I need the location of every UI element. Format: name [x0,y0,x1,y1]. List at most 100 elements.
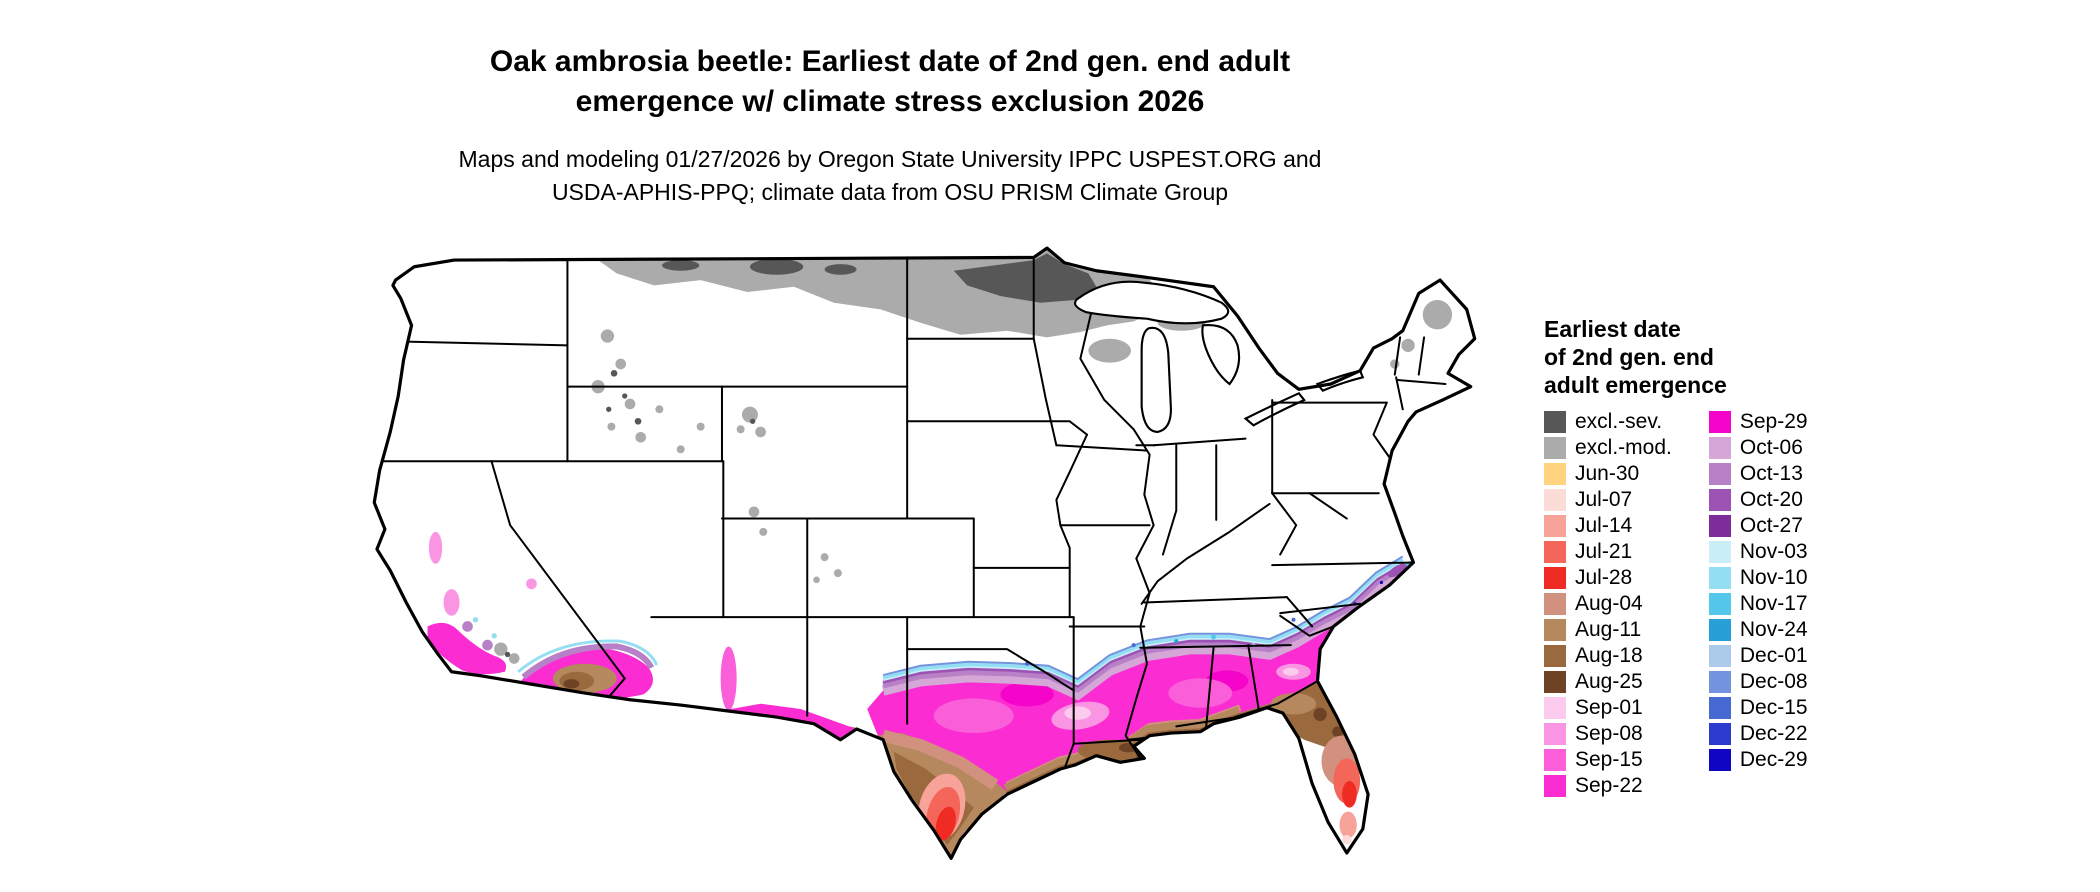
legend-item: Sep-29 [1708,409,1808,435]
legend-swatch [1544,749,1566,771]
legend-swatch [1544,567,1566,589]
legend-label: Aug-25 [1575,670,1643,693]
legend-swatch [1544,437,1566,459]
legend-label: Sep-15 [1575,748,1643,771]
legend-swatch [1708,515,1731,537]
page-subtitle: Maps and modeling 01/27/2026 by Oregon S… [0,143,1780,209]
legend-swatch [1708,489,1731,511]
legend-item: Aug-04 [1544,591,1672,617]
legend-item: Sep-01 [1544,695,1672,721]
legend-label: Sep-22 [1575,774,1643,797]
legend-swatch [1708,437,1731,459]
legend-label: Oct-13 [1739,462,1803,485]
legend-label: Sep-29 [1739,410,1808,433]
rockies-severe-speckles [606,369,756,425]
legend-item: Oct-13 [1708,461,1808,487]
legend-swatch [1544,463,1566,485]
legend-label: Sep-08 [1575,722,1643,745]
legend-swatch [1708,749,1731,771]
legend-swatch [1708,671,1731,693]
legend-label: Jul-14 [1575,514,1633,537]
legend-title-line-2: of 2nd gen. end [1544,344,1714,370]
rockies-exclusion-speckles [591,329,842,584]
legend-item: Aug-25 [1544,669,1672,695]
band-top-fringe [883,555,1403,695]
legend-swatch [1544,645,1566,667]
legend-column-1: excl.-sev. excl.-mod. Jun-30 Jul-07 Jul-14 Ju… [1544,409,1672,799]
legend-item: Nov-17 [1708,591,1808,617]
lake-michigan [1140,326,1173,434]
lake-erie [1243,392,1306,427]
legend-swatch [1544,541,1566,563]
legend-label: Nov-24 [1739,618,1808,641]
legend-swatch [1708,411,1731,433]
legend-item: Sep-22 [1544,773,1672,799]
legend-label: Nov-10 [1739,566,1808,589]
legend-item: excl.-mod. [1544,435,1672,461]
legend-title-line-3: adult emergence [1544,372,1727,398]
legend-label: excl.-sev. [1575,410,1663,433]
legend-swatch [1708,697,1731,719]
legend-swatch [1544,671,1566,693]
legend-label: Dec-29 [1739,748,1808,771]
legend-item: Jul-21 [1544,539,1672,565]
legend-item: Jul-14 [1544,513,1672,539]
legend-swatch [1708,723,1731,745]
legend-item: Dec-01 [1708,643,1808,669]
legend-label: Aug-18 [1575,644,1643,667]
legend-item: Jun-30 [1544,461,1672,487]
legend-swatch [1708,645,1731,667]
legend-label: Jul-07 [1575,488,1633,511]
legend-item: Oct-20 [1708,487,1808,513]
lake-superior [1074,280,1230,325]
legend-column-2: Sep-29 Oct-06 Oct-13 Oct-20 Oct-27 Nov-03 Nov-… [1708,409,1808,773]
legend-label: Jun-30 [1575,462,1640,485]
legend-item: Dec-22 [1708,721,1808,747]
legend-swatch [1544,593,1566,615]
subtitle-line-1: Maps and modeling 01/27/2026 by Oregon S… [458,146,1322,172]
legend-swatch [1544,515,1566,537]
legend-item: Nov-24 [1708,617,1808,643]
legend-label: Aug-11 [1575,618,1642,641]
legend-item: Sep-08 [1544,721,1672,747]
us-map [281,228,1520,892]
legend-swatch [1544,489,1566,511]
legend-label: Dec-01 [1739,644,1808,667]
legend-label: Jul-28 [1575,566,1633,589]
us-map-svg [372,246,1477,860]
legend-label: Dec-22 [1739,722,1808,745]
legend-swatch [1708,593,1731,615]
legend: Earliest date of 2nd gen. end adult emer… [1544,315,1808,799]
legend-swatch [1544,411,1566,433]
legend-columns: excl.-sev. excl.-mod. Jun-30 Jul-07 Jul-14 Ju… [1544,409,1808,799]
legend-title: Earliest date of 2nd gen. end adult emer… [1544,315,1808,399]
state-borders [377,256,1447,771]
legend-item: Aug-11 [1544,617,1672,643]
legend-label: Nov-17 [1739,592,1808,615]
legend-item: Oct-27 [1708,513,1808,539]
title-line-2: emergence w/ climate stress exclusion 20… [575,85,1205,119]
legend-swatch [1544,619,1566,641]
legend-label: Oct-27 [1739,514,1803,537]
legend-item: Nov-10 [1708,565,1808,591]
legend-item: Sep-15 [1544,747,1672,773]
legend-title-line-1: Earliest date [1544,316,1681,342]
subtitle-line-2: USDA-APHIS-PPQ; climate data from OSU PR… [551,179,1229,205]
legend-item: Nov-03 [1708,539,1808,565]
magenta-base [867,562,1414,856]
title-line-1: Oak ambrosia beetle: Earliest date of 2n… [489,45,1291,79]
legend-item: Oct-06 [1708,435,1808,461]
new-mexico-region [720,646,857,740]
legend-label: Dec-08 [1739,670,1808,693]
legend-item: Dec-15 [1708,695,1808,721]
us-outline [372,246,1477,860]
south-texas-region [829,726,1008,856]
page-title: Oak ambrosia beetle: Earliest date of 2n… [0,42,1780,122]
legend-item: Jul-07 [1544,487,1672,513]
legend-label: Oct-06 [1739,436,1803,459]
legend-item: excl.-sev. [1544,409,1672,435]
legend-swatch [1544,723,1566,745]
legend-label: Aug-04 [1575,592,1643,615]
lake-huron [1201,324,1241,386]
